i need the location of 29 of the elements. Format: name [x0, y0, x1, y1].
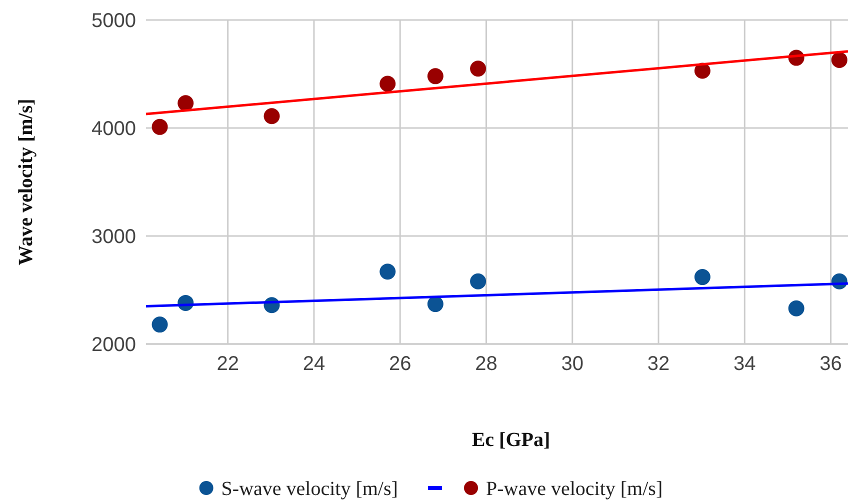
x-tick-label: 30: [561, 353, 584, 375]
x-tick-label: 24: [302, 353, 326, 375]
point: [380, 76, 396, 92]
x-tick-label: 26: [388, 353, 412, 375]
point: [178, 95, 194, 112]
y-tick-label: 3000: [92, 226, 136, 248]
y-tick-label: 2000: [92, 334, 136, 356]
x-tick-label: 32: [647, 353, 670, 375]
y-axis-title: Wave velocity [m/s]: [15, 98, 37, 266]
x-tick-label: 22: [216, 353, 239, 375]
point: [470, 273, 486, 290]
x-axis-title: Ec [GPa]: [472, 429, 550, 451]
legend-label: S-wave velocity [m/s]: [221, 478, 398, 500]
point: [470, 60, 486, 77]
point: [264, 108, 280, 124]
point: [831, 52, 848, 68]
point: [694, 269, 710, 286]
x-tick-label: 36: [820, 353, 842, 375]
point: [427, 68, 444, 84]
y-tick-label: 5000: [92, 10, 136, 32]
point: [152, 316, 168, 333]
point: [788, 300, 804, 316]
point: [427, 296, 444, 312]
x-tick-label: 34: [734, 353, 756, 375]
x-tick-label: 28: [475, 353, 498, 375]
y-tick-label: 4000: [92, 118, 136, 140]
point: [152, 118, 168, 135]
legend-label: P-wave velocity [m/s]: [486, 478, 663, 500]
point: [380, 264, 396, 280]
